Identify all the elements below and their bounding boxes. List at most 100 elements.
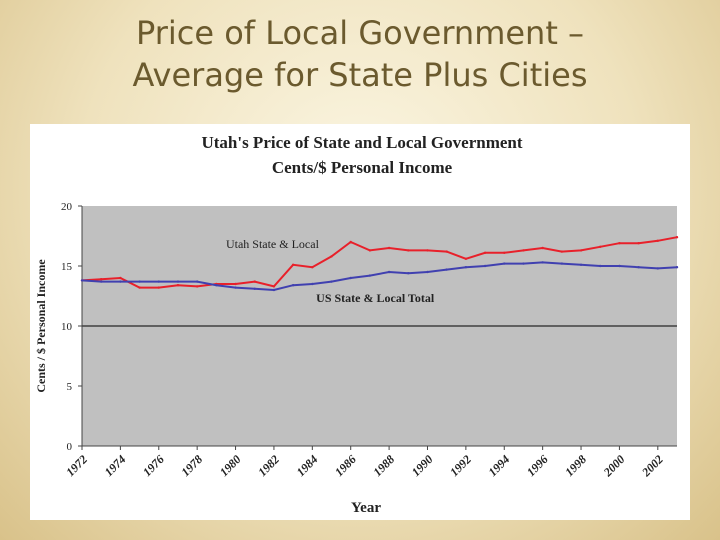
- series-point: [483, 251, 487, 254]
- series-point: [426, 249, 429, 252]
- series-point: [176, 280, 180, 283]
- x-tick-label: 1974: [102, 452, 129, 479]
- series-point: [291, 284, 295, 287]
- series-point: [138, 286, 141, 289]
- series-point: [637, 242, 640, 245]
- series-point: [119, 276, 122, 280]
- series-point: [387, 270, 391, 274]
- y-tick-label: 20: [61, 201, 73, 213]
- x-tick-label: 1982: [255, 452, 282, 479]
- series-point: [618, 264, 621, 268]
- x-tick-label: 2002: [638, 452, 666, 480]
- x-tick-label: 1994: [486, 452, 513, 479]
- series-line-us-state-local-total: [81, 261, 678, 292]
- slide-title-line-1: Price of Local Government –: [135, 14, 585, 52]
- series-layer: [80, 236, 679, 292]
- series-point: [272, 285, 276, 288]
- series-point: [579, 249, 583, 252]
- series-point: [675, 266, 679, 269]
- y-tick-label: 10: [61, 321, 73, 333]
- x-axis: 1972 1974 1976 1978 1980 1982 1984 1986 1988 1990…: [63, 445, 677, 480]
- series-point: [234, 282, 237, 286]
- series-point: [407, 249, 410, 252]
- x-tick-label: 1976: [140, 452, 167, 479]
- series-point: [560, 250, 564, 253]
- x-tick-label: 1990: [409, 452, 436, 479]
- series-point: [541, 246, 544, 250]
- series-labels: Utah State & Local US State & Local Total: [226, 237, 435, 305]
- line-chart: Utah's Price of State and Local Governme…: [34, 133, 679, 516]
- series-point: [99, 280, 103, 283]
- x-tick-label: 2000: [600, 452, 628, 480]
- x-tick-label: 1992: [447, 452, 474, 479]
- series-point: [253, 287, 256, 290]
- series-point: [330, 280, 333, 283]
- series-point: [407, 272, 410, 275]
- series-point: [579, 263, 583, 266]
- series-label: US State & Local Total: [316, 291, 435, 305]
- series-point: [483, 264, 487, 268]
- series-point: [656, 239, 660, 242]
- series-point: [176, 284, 180, 287]
- series-point: [426, 270, 429, 274]
- series-point: [445, 250, 448, 253]
- chart-panel: Utah's Price of State and Local Governme…: [30, 124, 690, 520]
- chart-title: Utah's Price of State and Local Governme…: [201, 133, 522, 152]
- series-point: [637, 266, 640, 269]
- series-point: [234, 286, 237, 289]
- series-point: [195, 280, 199, 283]
- series-point: [599, 245, 602, 248]
- series-point: [618, 242, 621, 245]
- series-label: Utah State & Local: [226, 237, 320, 251]
- x-tick-label: 1998: [562, 452, 589, 479]
- x-tick-label: 1978: [178, 452, 205, 479]
- series-point: [522, 249, 525, 252]
- series-line-utah-state-local: [81, 236, 678, 289]
- series-point: [503, 251, 506, 254]
- series-point: [349, 276, 352, 280]
- series-point: [368, 249, 372, 252]
- slide-title-line-2: Average for State Plus Cities: [132, 56, 588, 94]
- series-point: [195, 285, 199, 288]
- y-axis: 0 5 10 15 20: [61, 201, 677, 453]
- series-point: [80, 279, 84, 282]
- series-point: [464, 257, 468, 260]
- x-tick-label: 1986: [332, 452, 359, 479]
- series-point: [656, 267, 660, 270]
- x-tick-label: 1984: [294, 452, 321, 479]
- slide-title: Price of Local Government – Average for …: [0, 12, 720, 96]
- x-tick-label: 1980: [217, 452, 244, 479]
- series-point: [368, 274, 372, 277]
- series-point: [272, 288, 276, 292]
- series-point: [503, 262, 506, 265]
- series-point: [157, 280, 160, 283]
- series-point: [311, 266, 314, 269]
- series-point: [675, 236, 679, 239]
- series-point: [330, 255, 333, 258]
- series-point: [599, 264, 602, 268]
- x-axis-label: Year: [351, 500, 381, 516]
- series-point: [349, 240, 352, 244]
- series-point: [311, 282, 314, 286]
- y-tick-label: 5: [67, 381, 73, 393]
- series-point: [387, 246, 391, 250]
- series-point: [119, 280, 122, 283]
- series-point: [522, 262, 525, 265]
- y-tick-label: 0: [67, 441, 73, 453]
- series-point: [560, 262, 564, 265]
- series-point: [291, 263, 295, 266]
- series-point: [138, 280, 141, 283]
- x-tick-label: 1972: [63, 452, 90, 479]
- series-point: [157, 286, 160, 289]
- y-tick-label: 15: [61, 261, 73, 273]
- series-point: [541, 261, 544, 264]
- series-point: [99, 278, 103, 281]
- chart-subtitle: Cents/$ Personal Income: [272, 158, 453, 177]
- series-point: [253, 280, 256, 283]
- x-tick-label: 1988: [370, 452, 397, 479]
- x-tick-label: 1996: [524, 452, 551, 479]
- y-axis-label: Cents / $ Personal Income: [34, 259, 48, 393]
- series-point: [464, 266, 468, 269]
- series-point: [445, 268, 448, 271]
- series-point: [215, 284, 218, 287]
